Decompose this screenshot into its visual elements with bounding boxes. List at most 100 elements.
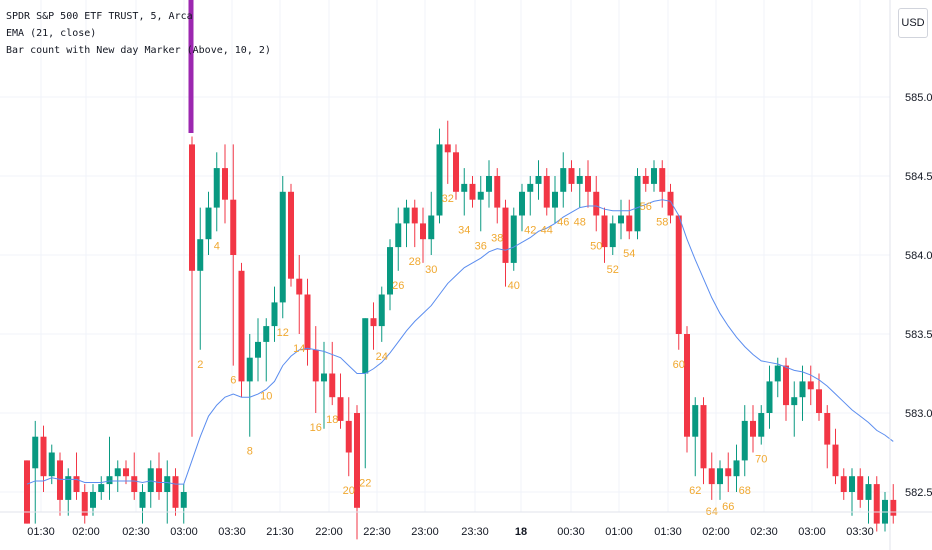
candle (288, 183, 294, 287)
candle-body (618, 215, 624, 224)
time-axis-label: 03:00 (798, 526, 826, 538)
candle-body (131, 476, 138, 492)
candle-body (609, 223, 616, 248)
candle (106, 436, 113, 500)
candle (304, 278, 311, 366)
candle-body (840, 476, 847, 492)
candle-body (593, 191, 600, 216)
candle (758, 405, 765, 445)
candle (527, 176, 534, 216)
candle (873, 476, 880, 532)
candle (321, 341, 327, 429)
grid (0, 0, 890, 512)
candle-body (642, 176, 649, 184)
bar-count-label: 26 (392, 280, 404, 292)
candle (205, 191, 212, 255)
candle (832, 428, 839, 485)
candle (824, 405, 831, 469)
candle-body (783, 365, 789, 406)
candle (494, 168, 501, 224)
currency-button[interactable]: USD (898, 8, 928, 38)
time-axis-label: 03:30 (218, 526, 246, 538)
candle-body (436, 144, 443, 216)
candles (24, 120, 897, 540)
candle-body (354, 413, 360, 508)
bar-count-label: 20 (343, 485, 355, 497)
candle-body (585, 176, 591, 192)
candle (172, 468, 179, 516)
time-axis-label: 03:00 (170, 526, 198, 538)
candle-body (510, 215, 517, 263)
legend-ema[interactable]: EMA (21, close) (6, 28, 97, 39)
candle (741, 405, 748, 477)
candle (213, 152, 220, 232)
candle-body (387, 247, 393, 295)
price-axis-label: 583.50 (905, 329, 932, 341)
bar-count-label: 18 (326, 414, 338, 426)
candle-body (527, 183, 534, 192)
bar-count-label: 30 (425, 264, 437, 276)
candle-body (766, 381, 773, 413)
ema-line (26, 199, 894, 485)
candle-body (147, 468, 154, 492)
bar-count-label: 50 (590, 240, 602, 252)
candle-body (106, 476, 113, 485)
candle-body (139, 492, 146, 508)
time-axis-label: 21:30 (266, 526, 294, 538)
candle-body (791, 397, 798, 406)
time-axis-label: 03:30 (846, 526, 874, 538)
bar-count-label: 28 (409, 256, 421, 268)
candle (486, 160, 492, 208)
candle-body (156, 468, 162, 492)
bar-count-label: 56 (640, 201, 652, 213)
time-axis-label: 01:00 (605, 526, 633, 538)
candle (618, 199, 624, 240)
candle-body (40, 436, 47, 477)
candle-body (329, 373, 336, 398)
candle-body (494, 176, 501, 208)
candle-body (81, 492, 88, 516)
legend-symbol[interactable]: SPDR S&P 500 ETF TRUST, 5, Arca (6, 11, 193, 22)
legend-indicator[interactable]: Bar count with New day Marker (Above, 10… (6, 45, 271, 56)
bar-count-label: 44 (541, 225, 553, 237)
bar-count-label: 60 (673, 359, 685, 371)
candle-body (304, 294, 311, 350)
candle (378, 286, 385, 342)
candle (24, 460, 30, 524)
bar-count-label: 62 (689, 485, 701, 497)
candle (461, 168, 468, 216)
candle-body (90, 492, 96, 508)
bar-count-label: 54 (623, 248, 635, 260)
ema-line-layer (26, 199, 894, 485)
candle-body (684, 334, 690, 437)
candle (519, 183, 525, 232)
candle (387, 239, 393, 311)
candle-body (469, 183, 476, 200)
candle-body (543, 176, 550, 208)
bar-count-label: 66 (722, 501, 734, 513)
time-axis-label: 02:00 (702, 526, 730, 538)
candle-body (659, 168, 666, 192)
candle (98, 476, 105, 500)
candle (180, 484, 187, 524)
candle-body (428, 215, 435, 240)
candle (642, 168, 649, 192)
candle-body (114, 468, 121, 477)
bar-count-label: 14 (293, 343, 305, 355)
candle (601, 207, 608, 263)
candle-body (362, 318, 369, 374)
candle (816, 373, 822, 421)
time-axis-label: 23:30 (461, 526, 489, 538)
bar-count-label: 8 (247, 446, 253, 458)
price-axis-label: 584.00 (905, 250, 932, 262)
candle (543, 168, 550, 216)
candle-body (807, 381, 814, 390)
candle (840, 468, 847, 500)
bar-count-label: 2 (197, 359, 203, 371)
candle-body (411, 207, 418, 224)
candle-body (717, 468, 723, 485)
candle-body (502, 207, 509, 263)
candle-body (486, 176, 492, 192)
